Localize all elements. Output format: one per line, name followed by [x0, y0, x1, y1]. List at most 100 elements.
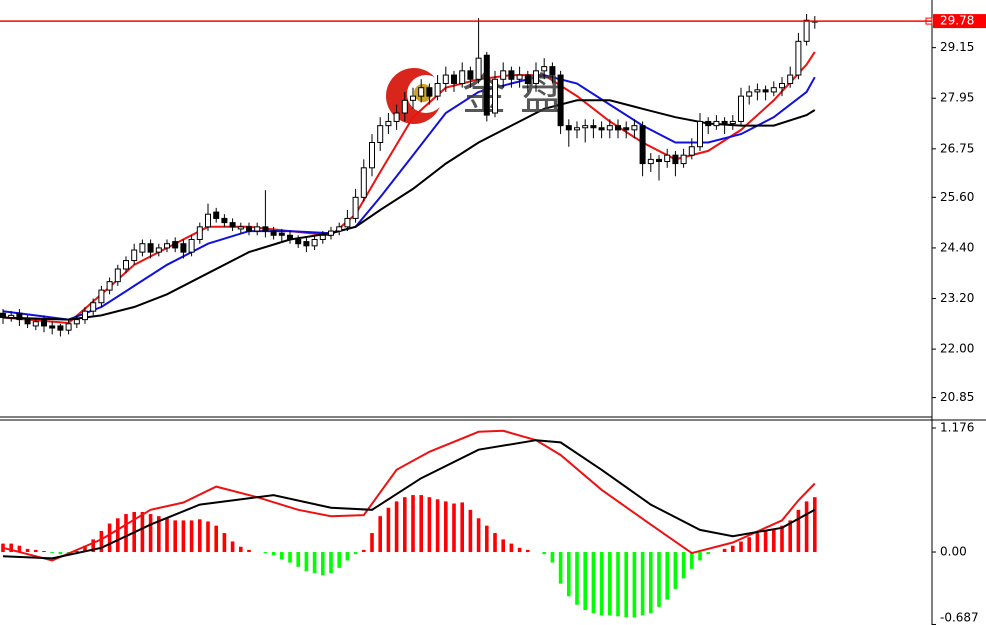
candle-body: [205, 213, 211, 228]
candle-body: [237, 226, 244, 230]
histogram-bar: [17, 545, 22, 553]
y-tick-label: 25.60: [940, 190, 974, 204]
candle-body: [483, 54, 490, 116]
candle-body: [492, 78, 498, 114]
candle-body: [795, 40, 802, 76]
last-price-marker: [925, 17, 933, 25]
histogram-bar: [788, 520, 792, 553]
histogram-bar: [75, 550, 79, 553]
candle-body: [590, 125, 597, 129]
candle-body: [278, 232, 285, 236]
candle-body: [328, 230, 334, 236]
histogram-bar: [124, 514, 128, 553]
histogram-bar: [665, 552, 669, 600]
candle-body: [459, 70, 466, 84]
histogram-bar: [550, 552, 555, 563]
candle-body: [762, 89, 769, 93]
histogram-bar: [206, 521, 210, 553]
histogram-bar: [140, 511, 145, 553]
y-tick-label: 20.85: [940, 390, 974, 404]
histogram-bar: [485, 525, 489, 553]
candle-body: [672, 154, 679, 165]
histogram-bar: [304, 552, 309, 572]
histogram-bar: [657, 552, 661, 607]
candle-body: [24, 319, 31, 325]
candle-body: [754, 89, 761, 93]
histogram-bar: [337, 552, 341, 568]
candle-body: [213, 211, 220, 219]
histogram-bar: [107, 523, 112, 553]
histogram-bar: [583, 552, 587, 611]
histogram-bar: [804, 501, 809, 553]
candle-body: [467, 70, 474, 80]
candle-body: [721, 120, 728, 125]
candle-body: [787, 74, 794, 84]
candle-body: [114, 268, 121, 283]
histogram-bar: [419, 495, 423, 553]
candle-body: [442, 74, 449, 84]
candle-body: [352, 196, 359, 219]
histogram-bar: [780, 525, 784, 553]
histogram-bar: [772, 528, 776, 553]
candle-body: [557, 74, 564, 127]
histogram-bar: [599, 552, 604, 616]
histogram-bar: [673, 552, 678, 589]
candle-body: [131, 249, 138, 262]
candle-body: [295, 238, 302, 245]
candle-body: [0, 312, 6, 318]
histogram-bar: [813, 497, 817, 553]
indicator-line: [2, 74, 816, 321]
candle-body: [647, 158, 654, 165]
candle-body: [639, 125, 646, 165]
candle-body: [434, 82, 441, 97]
histogram-bar: [517, 547, 522, 553]
candle-body: [139, 243, 146, 253]
candle-body: [319, 234, 326, 240]
histogram-bar: [567, 552, 571, 597]
histogram-bar: [329, 552, 333, 574]
candle-body: [262, 226, 269, 232]
histogram-bar: [526, 549, 530, 553]
histogram-bar: [632, 552, 637, 618]
histogram-bar: [83, 545, 87, 553]
candle-body: [606, 125, 613, 131]
y-tick-label: 22.00: [940, 342, 974, 356]
histogram-bar: [239, 546, 243, 553]
y-tick-label: 24.40: [940, 240, 974, 254]
candle-body: [697, 120, 703, 148]
histogram-bar: [493, 533, 497, 553]
histogram-bar: [558, 552, 563, 584]
histogram-bar: [706, 552, 710, 555]
candle-body: [770, 87, 777, 93]
histogram-bar: [698, 552, 702, 561]
candle-body: [401, 99, 408, 114]
candle-body: [196, 226, 203, 240]
candle-body: [180, 243, 187, 253]
histogram-bar: [271, 552, 276, 556]
histogram-bar: [42, 550, 46, 553]
histogram-bar: [624, 552, 628, 618]
candle-body: [270, 230, 277, 236]
histogram-bar: [386, 507, 391, 553]
candle-body: [369, 142, 375, 169]
histogram-bar: [476, 518, 481, 553]
histogram-bar: [640, 552, 645, 616]
histogram-bar: [345, 552, 350, 561]
histogram-bar: [181, 520, 186, 553]
y-tick-label: 1.176: [940, 421, 974, 435]
histogram-bar: [575, 552, 579, 605]
histogram-bar: [739, 541, 743, 553]
candle-body: [656, 158, 662, 162]
candle-body: [779, 82, 785, 89]
candle-body: [221, 217, 228, 224]
histogram-bar: [312, 552, 317, 574]
candle-body: [98, 289, 105, 304]
candle-body: [106, 281, 113, 291]
candle-body: [287, 234, 293, 240]
histogram-bar: [460, 502, 464, 553]
candle-body: [385, 120, 392, 127]
y-tick-label: 29.15: [940, 40, 974, 54]
candle-body: [582, 125, 589, 129]
candle-body: [16, 312, 23, 321]
histogram-bar: [173, 520, 177, 553]
